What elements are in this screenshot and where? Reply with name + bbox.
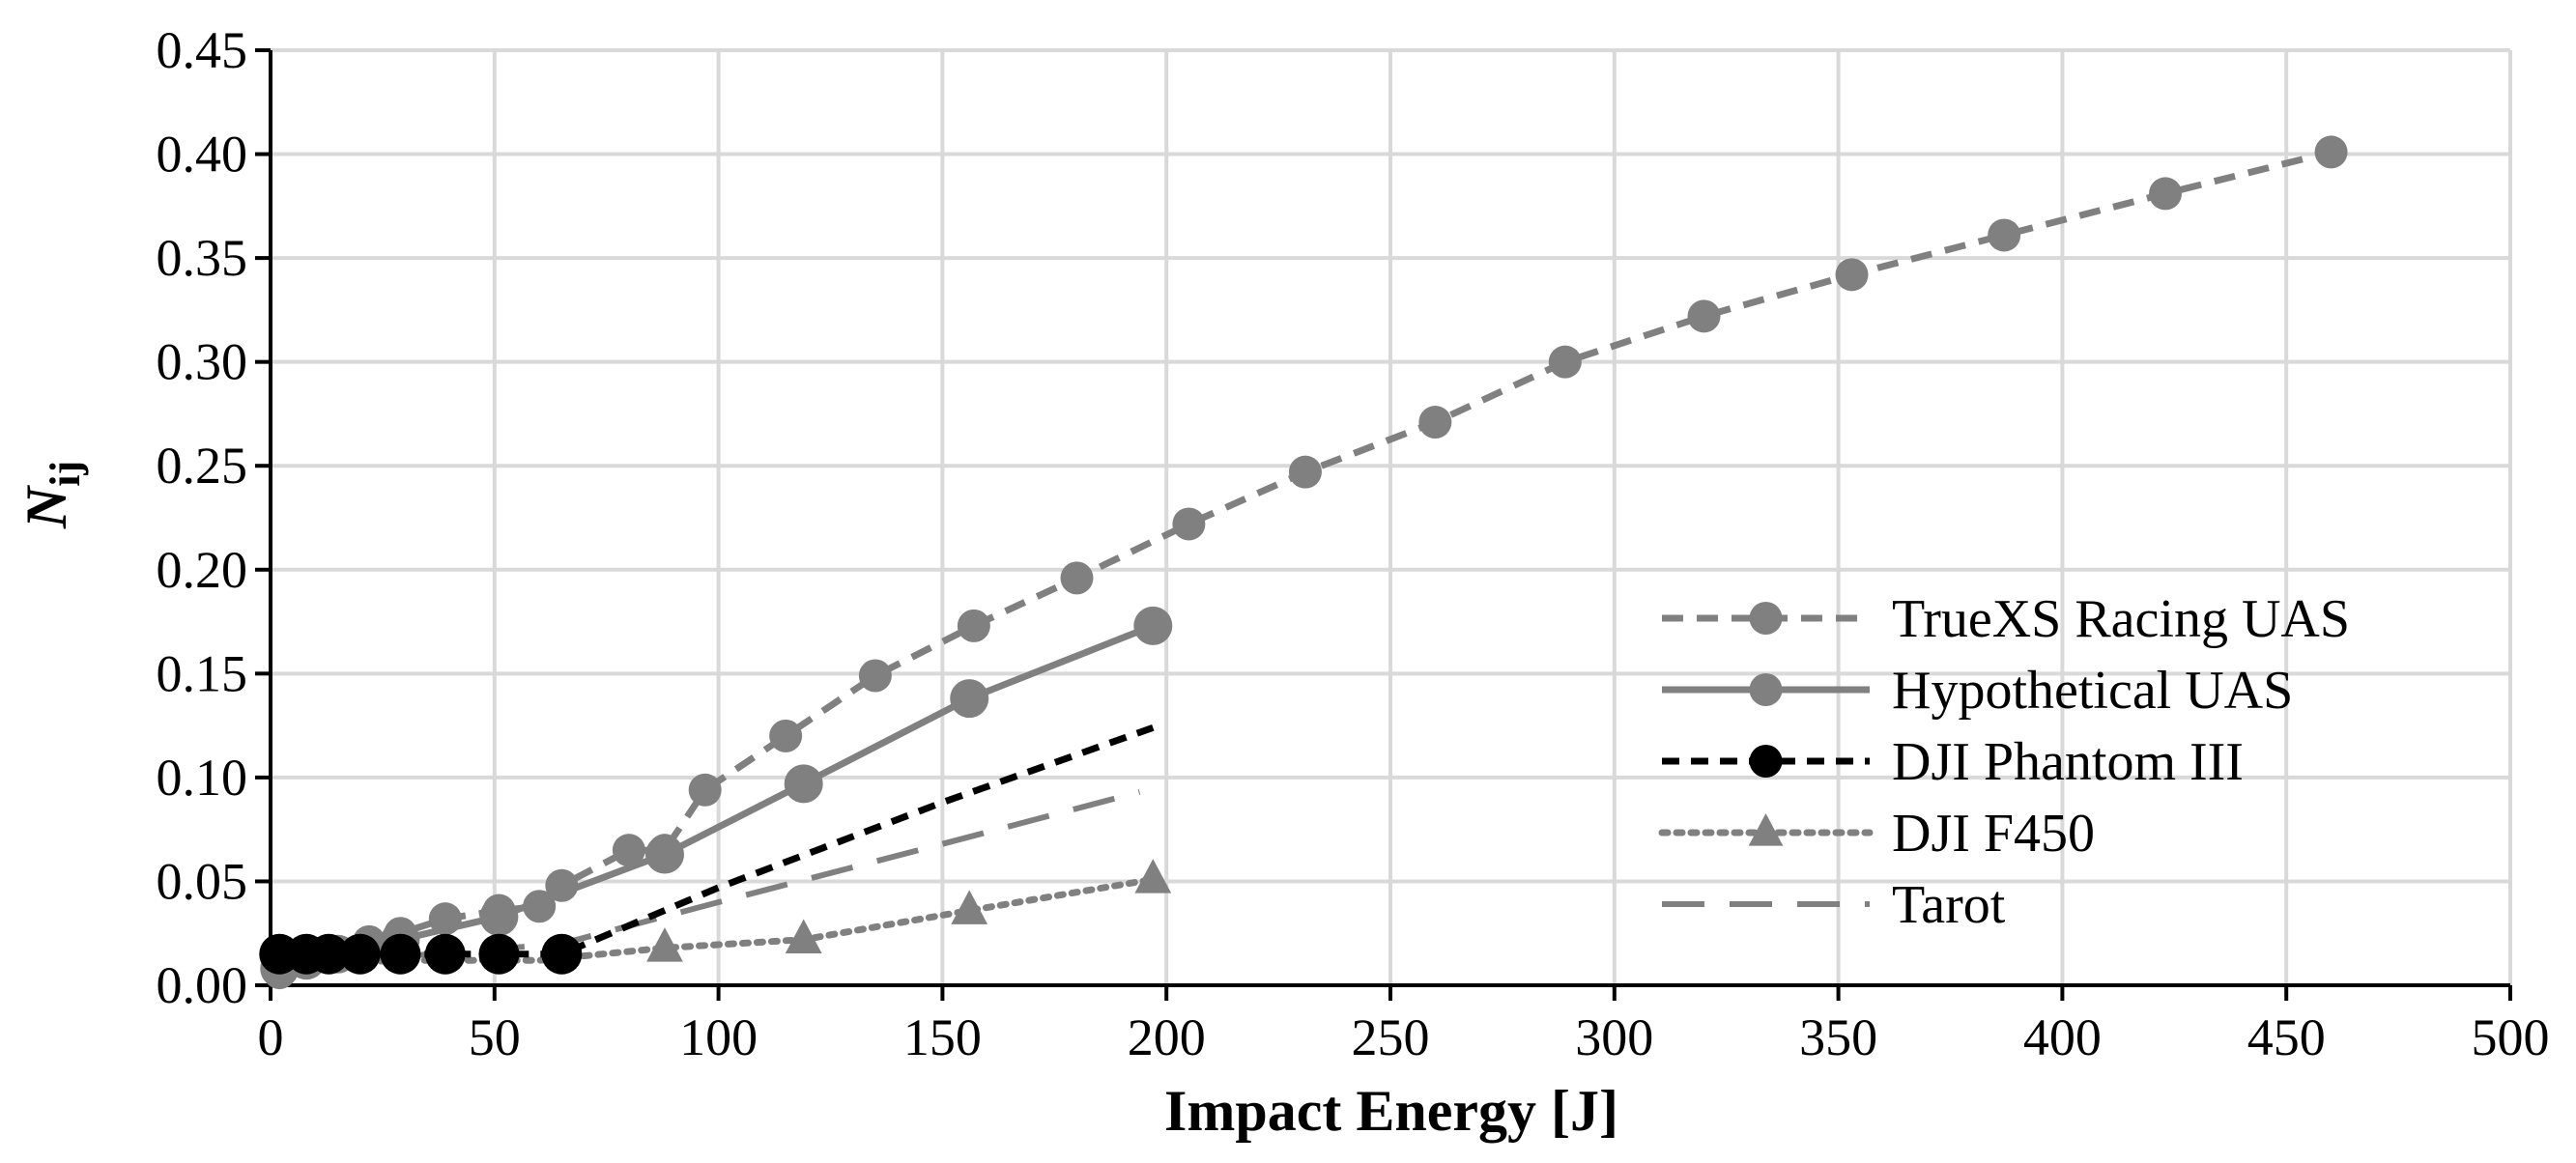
x-tick-label: 500 [2472,1008,2550,1066]
legend: TrueXS Racing UAS Hypothetical UAS DJI Pha… [1658,589,2350,935]
legend-label: DJI F450 [1892,804,2095,864]
y-tick-label: 0.35 [157,229,248,287]
data-point-truexs-racing-uas [1687,299,1721,333]
legend-label: DJI Phantom III [1892,732,2244,792]
legend-marker [1748,812,1784,846]
data-point-hypothetical-uas [1133,606,1173,645]
data-point-truexs-racing-uas [1172,507,1206,541]
series-line-dji-phantom-iii [279,724,1155,958]
x-tick-label: 150 [903,1008,982,1066]
data-point-truexs-racing-uas [545,868,579,902]
data-point-dji-f450 [785,919,822,954]
data-point-hypothetical-uas [784,764,823,804]
y-axis-title: Nij [14,461,89,529]
x-tick-label: 0 [258,1008,284,1066]
legend-marker [1749,602,1783,635]
legend-item-dji-phantom-iii: DJI Phantom III [1662,732,2244,792]
legend-marker [1749,745,1783,778]
data-point-truexs-racing-uas [612,834,645,867]
data-point-truexs-racing-uas [1548,345,1582,379]
legend-label: Tarot [1892,875,2006,935]
series-dji-phantom-iii [259,724,1155,975]
y-tick-label: 0.30 [157,333,248,391]
data-point-truexs-racing-uas [428,902,462,936]
data-point-truexs-racing-uas [1288,455,1322,489]
data-point-truexs-racing-uas [482,894,516,927]
legend-item-hypothetical-uas: Hypothetical UAS [1662,661,2293,721]
legend-label: Hypothetical UAS [1892,661,2293,721]
data-point-dji-phantom-iii [541,933,583,975]
data-point-truexs-racing-uas [523,890,557,923]
data-point-dji-phantom-iii [380,933,421,975]
data-point-dji-f450 [951,890,988,924]
y-tick-label: 0.15 [157,644,248,702]
x-axis-title: Impact Energy [J] [1164,1079,1618,1143]
data-point-dji-phantom-iii [339,933,381,975]
legend-item-truexs-racing-uas: TrueXS Racing UAS [1662,589,2350,649]
x-tick-label: 400 [2023,1008,2102,1066]
data-point-truexs-racing-uas [647,834,681,867]
data-point-truexs-racing-uas [2149,177,2183,211]
data-point-truexs-racing-uas [957,609,990,642]
grid-layer [271,48,2512,985]
y-axis-title-main: N [14,484,78,529]
data-point-dji-phantom-iii [424,933,466,975]
data-point-dji-f450 [1134,859,1172,894]
data-point-truexs-racing-uas [1060,561,1094,595]
x-tick-label: 300 [1575,1008,1653,1066]
data-point-truexs-racing-uas [769,719,803,752]
data-point-truexs-racing-uas [1835,258,1869,292]
data-point-truexs-racing-uas [1418,406,1452,440]
x-tick-label: 350 [1799,1008,1877,1066]
data-point-truexs-racing-uas [1988,218,2021,252]
y-tick-label: 0.10 [157,749,248,807]
x-tick-label: 250 [1352,1008,1430,1066]
legend-item-dji-f450: DJI F450 [1658,804,2095,864]
data-point-truexs-racing-uas [2314,135,2348,169]
data-point-hypothetical-uas [950,679,989,719]
series-dji-f450 [275,859,1172,968]
data-point-dji-phantom-iii [308,933,350,975]
y-axis-title-subscript: ij [42,461,89,487]
data-point-dji-phantom-iii [478,933,520,975]
data-point-dji-f450 [646,927,683,962]
x-tick-label: 50 [469,1008,521,1066]
axis-layer: 0.00 0.05 0.10 0.15 0.20 0.25 0.30 0.35 0.40 0.45… [157,21,2550,1066]
data-point-truexs-racing-uas [858,659,892,693]
series-truexs-racing-uas [263,135,2348,990]
x-tick-label: 450 [2247,1008,2326,1066]
legend-marker [1749,673,1783,706]
series-layer [259,135,2348,990]
x-tick-label: 200 [1128,1008,1206,1066]
y-tick-label: 0.40 [157,126,248,184]
legend-label: TrueXS Racing UAS [1892,589,2350,649]
y-tick-label: 0.25 [157,437,248,495]
y-tick-label: 0.05 [157,852,248,910]
y-tick-label: 0.00 [157,956,248,1014]
data-point-truexs-racing-uas [688,773,722,807]
y-tick-label: 0.45 [157,21,248,79]
y-tick-label: 0.20 [157,541,248,599]
x-tick-label: 100 [679,1008,758,1066]
legend-item-tarot: Tarot [1662,875,2006,935]
